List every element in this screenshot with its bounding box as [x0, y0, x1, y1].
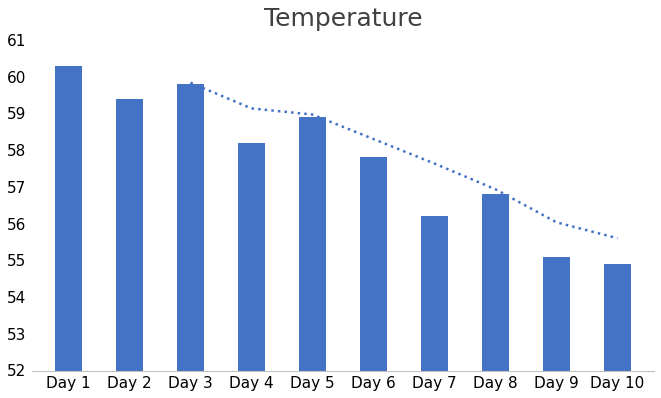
Bar [543, 257, 570, 398]
Bar [421, 216, 448, 398]
Bar [176, 84, 204, 398]
Bar [116, 99, 143, 398]
Bar [55, 66, 82, 398]
Bar [603, 264, 631, 398]
Bar [360, 157, 387, 398]
Bar [238, 143, 265, 398]
Bar [299, 117, 326, 398]
Bar [482, 194, 509, 398]
Title: Temperature: Temperature [264, 7, 422, 31]
